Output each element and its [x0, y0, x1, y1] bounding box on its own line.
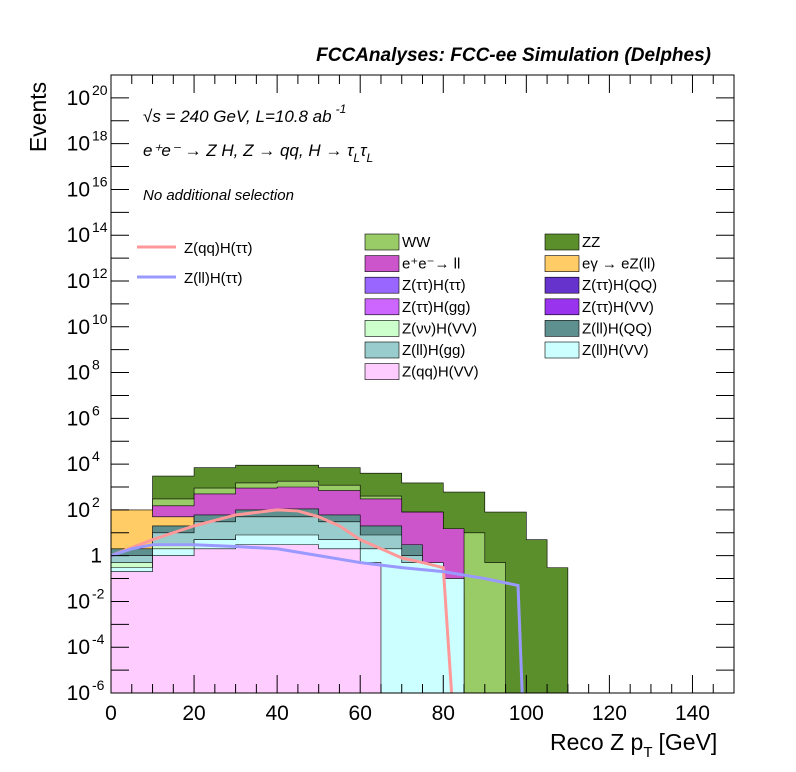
- y-tick-exponent: -6: [92, 677, 105, 693]
- y-tick-exponent: 18: [92, 128, 108, 144]
- y-tick-exponent: 4: [92, 448, 100, 464]
- legend-label: Z(ll)H(QQ): [582, 320, 652, 337]
- legend-line-label: Z(qq)H(ττ): [184, 240, 253, 257]
- x-tick-label: 60: [349, 702, 372, 725]
- x-axis-label: Reco Z pT [GeV]: [550, 729, 717, 761]
- y-tick-exponent: -4: [92, 631, 105, 647]
- y-tick-label: 10: [67, 590, 90, 613]
- x-tick-label: 80: [432, 702, 455, 725]
- legend-label: Z(qq)H(VV): [402, 364, 479, 381]
- svg-text:Reco Z pT[GeV]: Reco Z pT [GeV]: [550, 729, 717, 761]
- y-tick-label: 10: [67, 87, 90, 110]
- legend-label: Z(ττ)H(gg): [402, 299, 471, 316]
- legend-label: Z(νν)H(VV): [402, 320, 477, 337]
- y-axis-label: Events: [25, 82, 51, 152]
- y-tick-label: 10: [67, 133, 90, 156]
- legend-label: WW: [402, 234, 431, 251]
- x-tick-label: 0: [105, 702, 117, 725]
- y-tick-exponent: 8: [92, 357, 100, 373]
- y-tick-label: 10: [67, 682, 90, 705]
- y-tick-exponent: 20: [92, 82, 108, 98]
- legend-swatch: [364, 341, 400, 359]
- x-tick-label: 120: [592, 702, 627, 725]
- y-tick-exponent: 10: [92, 311, 108, 327]
- legend-label: eγ → eZ(ll): [582, 256, 655, 273]
- y-tick-exponent: 6: [92, 402, 100, 418]
- y-tick-exponent: 2: [92, 494, 100, 510]
- y-tick-label: 10: [67, 362, 90, 385]
- x-tick-label: 140: [675, 702, 710, 725]
- y-tick-label: 10: [67, 224, 90, 247]
- legend-label: e⁺e⁻→ ll: [402, 256, 460, 273]
- legend-swatch: [364, 255, 400, 272]
- y-tick-label: 10: [67, 453, 90, 476]
- legend-swatch: [364, 320, 400, 337]
- legend-swatch: [544, 276, 580, 294]
- legend-label: Z(ττ)H(VV): [582, 299, 654, 316]
- legend-label: ZZ: [582, 234, 600, 251]
- legend-line-label: Z(ll)H(ττ): [184, 270, 243, 287]
- chart-title: FCCAnalyses: FCC-ee Simulation (Delphes): [316, 45, 711, 66]
- x-axis-label-unit: [GeV]: [659, 729, 718, 755]
- y-tick-label: 10: [67, 636, 90, 659]
- signal-line-1: [110, 543, 524, 694]
- legend-swatch: [544, 298, 580, 316]
- y-tick-exponent: 16: [92, 173, 108, 189]
- signal-line-0: [110, 508, 454, 694]
- x-axis-label-sub: T: [643, 744, 652, 761]
- legend-swatch: [364, 276, 400, 294]
- y-tick-label: 1: [90, 545, 102, 568]
- y-tick-exponent: 12: [92, 265, 108, 281]
- y-tick-exponent: 14: [92, 219, 108, 235]
- selection-annotation: No additional selection: [143, 187, 294, 204]
- legend: Z(qq)H(ττ) Z(ll)H(ττ) WW e⁺e⁻→ ll Z(ττ)H(ττ)…: [137, 233, 657, 381]
- legend-swatch: [364, 298, 400, 316]
- x-tick-label: 40: [265, 702, 288, 725]
- legend-swatch: [544, 320, 580, 337]
- y-tick-exponent: -2: [92, 585, 105, 601]
- y-tick-label: 10: [67, 499, 90, 522]
- legend-swatch: [544, 255, 580, 272]
- y-tick-label: 10: [67, 178, 90, 201]
- y-tick-label: 10: [67, 316, 90, 339]
- legend-swatch: [544, 341, 580, 359]
- legend-swatch: [364, 363, 400, 380]
- process-annotation: e⁺e⁻ → Z H, Z → qq, H → τLτL: [143, 141, 373, 165]
- annotations: √s = 240 GeV, L=10.8 ab -1 e⁺e⁻ → Z H, Z …: [143, 102, 373, 204]
- energy-annotation: √s = 240 GeV, L=10.8 ab -1: [143, 102, 346, 126]
- x-axis-label-main: Reco Z p: [550, 729, 643, 755]
- legend-swatch: [364, 233, 400, 251]
- legend-label: Z(ττ)H(QQ): [582, 277, 657, 294]
- y-tick-label: 10: [67, 407, 90, 430]
- x-tick-label: 20: [182, 702, 205, 725]
- x-tick-label: 100: [509, 702, 544, 725]
- legend-label: Z(ττ)H(ττ): [402, 277, 466, 294]
- legend-label: Z(ll)H(gg): [402, 342, 465, 359]
- legend-swatch: [544, 233, 580, 251]
- legend-label: Z(ll)H(VV): [582, 342, 649, 359]
- y-tick-label: 10: [67, 270, 90, 293]
